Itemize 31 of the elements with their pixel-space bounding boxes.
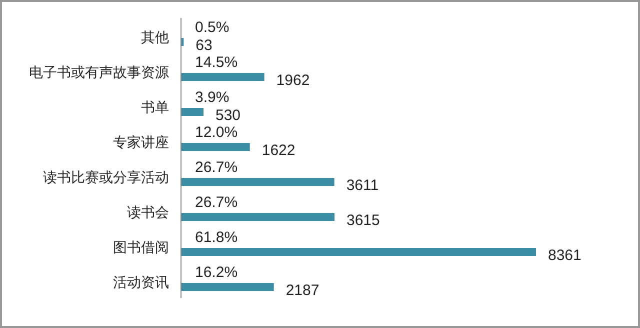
annotation: 12.0% <box>195 124 238 141</box>
data-label: 1622 <box>262 142 296 159</box>
annotation: 16.2% <box>195 264 238 281</box>
bar <box>181 108 204 116</box>
data-label: 3615 <box>346 212 380 229</box>
y-tick-label: 读书比赛或分享活动 <box>43 169 169 185</box>
y-tick-label: 活动资讯 <box>113 274 169 290</box>
data-label: 63 <box>196 37 212 54</box>
bar <box>181 248 536 256</box>
bar <box>181 283 274 291</box>
data-label: 530 <box>216 107 241 124</box>
annotation: 26.7% <box>195 194 238 211</box>
annotation: 61.8% <box>195 229 238 246</box>
data-label: 3611 <box>346 177 379 194</box>
y-tick-label: 其他 <box>141 29 169 45</box>
y-tick-label: 专家讲座 <box>113 134 169 150</box>
annotation: 0.5% <box>195 19 230 36</box>
y-tick-label: 读书会 <box>127 204 169 220</box>
data-label: 8361 <box>548 247 582 264</box>
y-tick-label: 书单 <box>141 99 169 115</box>
annotation: 26.7% <box>195 159 238 176</box>
data-label: 2187 <box>286 282 320 299</box>
annotation: 3.9% <box>195 89 230 106</box>
bar <box>181 73 264 81</box>
y-tick-label: 图书借阅 <box>113 239 169 255</box>
annotation: 14.5% <box>195 54 238 71</box>
y-tick-label: 电子书或有声故事资源 <box>29 64 169 80</box>
bar <box>181 213 334 221</box>
bar <box>181 178 334 186</box>
data-label: 1962 <box>276 72 310 89</box>
bar <box>181 143 250 151</box>
